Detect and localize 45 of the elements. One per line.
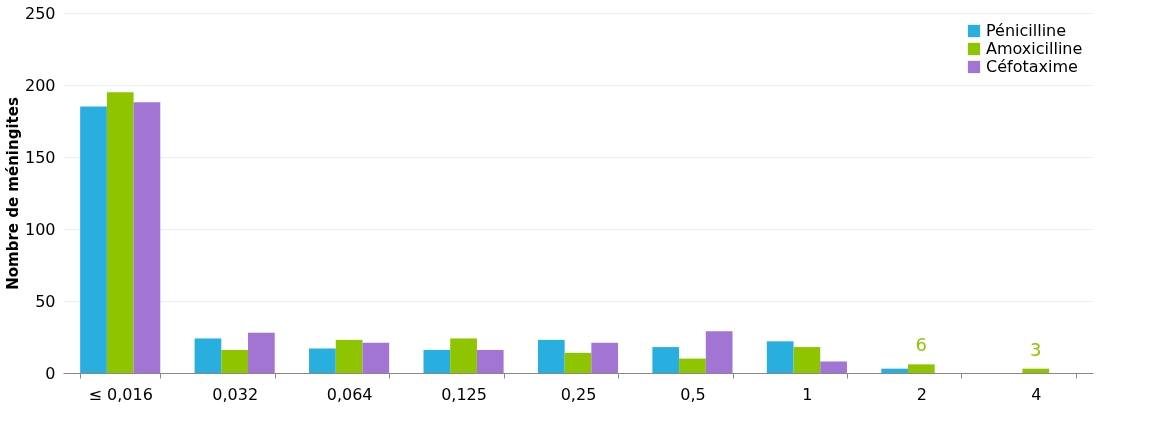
bar xyxy=(450,338,477,373)
bar xyxy=(591,342,619,373)
bar xyxy=(423,349,451,373)
x-tick-label: 0,25 xyxy=(560,384,597,404)
y-tick-label: 50 xyxy=(35,291,56,311)
x-tick-label: ≤ 0,016 xyxy=(88,384,153,404)
legend-label: Pénicilline xyxy=(986,21,1067,40)
x-tick-label: 0,5 xyxy=(680,384,706,404)
bar xyxy=(564,352,592,373)
x-tick-label: 0,064 xyxy=(326,384,373,404)
bar xyxy=(362,342,390,373)
bar xyxy=(881,368,908,373)
legend-label: Amoxicilline xyxy=(986,39,1083,58)
y-tick-label: 200 xyxy=(24,75,56,95)
bar xyxy=(1022,368,1050,373)
bar xyxy=(248,332,275,373)
x-tick-label: 1 xyxy=(802,384,813,404)
bar xyxy=(705,331,733,373)
x-tick-label: 0,032 xyxy=(212,384,259,404)
bar xyxy=(793,347,821,373)
bar xyxy=(679,358,706,373)
x-tick-label: 2 xyxy=(916,384,927,404)
y-axis-title: Nombre de méningites xyxy=(3,97,22,290)
bar xyxy=(907,364,935,373)
data-label: 6 xyxy=(915,334,928,356)
bar xyxy=(335,339,363,373)
bar xyxy=(309,348,336,373)
x-tick-label: 4 xyxy=(1031,384,1042,404)
y-tick-label: 150 xyxy=(24,147,56,167)
y-tick-label: 250 xyxy=(24,3,56,23)
y-tick-label: 100 xyxy=(24,219,56,239)
bar xyxy=(766,341,794,373)
bar xyxy=(80,106,107,373)
data-label: 3 xyxy=(1030,338,1042,360)
y-tick-label: 0 xyxy=(45,363,56,383)
bar xyxy=(194,338,222,373)
bar xyxy=(106,92,134,373)
bar xyxy=(537,339,565,373)
bar xyxy=(652,347,680,373)
bar xyxy=(133,102,161,373)
bar xyxy=(820,361,847,373)
bar xyxy=(476,349,504,373)
x-tick-label: 0,125 xyxy=(441,384,487,404)
legend-label: Céfotaxime xyxy=(986,57,1078,76)
bar xyxy=(221,349,249,373)
